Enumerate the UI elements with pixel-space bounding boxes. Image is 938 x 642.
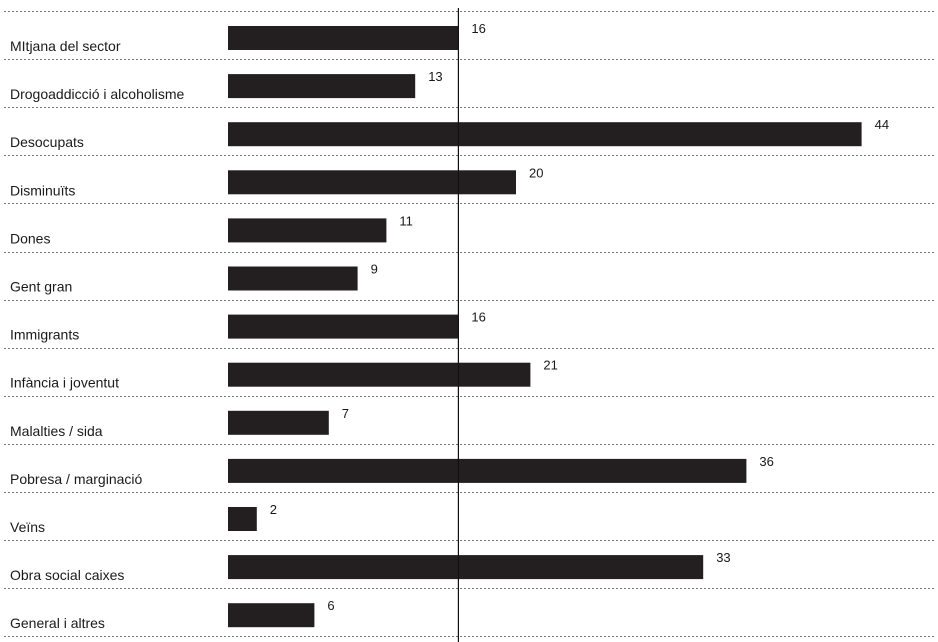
value-label: 20 <box>529 165 543 180</box>
value-label: 44 <box>875 117 889 132</box>
value-label: 11 <box>399 213 413 228</box>
bar <box>228 26 459 50</box>
category-label: Immigrants <box>10 327 79 343</box>
category-label: Infància i joventut <box>10 375 119 391</box>
value-label: 2 <box>270 502 277 517</box>
bar <box>228 314 459 339</box>
value-label: 21 <box>543 358 557 373</box>
bar <box>228 410 329 435</box>
value-label: 6 <box>327 598 334 613</box>
bar <box>228 458 747 483</box>
bar <box>228 507 257 531</box>
category-label: Dones <box>10 230 50 246</box>
value-label: 33 <box>716 550 730 565</box>
category-label: Desocupats <box>10 134 84 150</box>
value-label: 13 <box>428 69 442 84</box>
value-label: 16 <box>471 310 485 325</box>
value-label: 36 <box>759 454 773 469</box>
category-labels: MItjana del sector Drogoaddicció i alcoho… <box>10 38 185 631</box>
row-separators <box>4 11 934 637</box>
category-label: Malalties / sida <box>10 423 103 439</box>
bar <box>228 362 531 387</box>
bar <box>228 218 387 243</box>
bar <box>228 266 358 291</box>
category-label: MItjana del sector <box>10 38 121 54</box>
category-label: Gent gran <box>10 279 72 295</box>
bars <box>228 26 862 628</box>
value-labels: 16 13 44 20 11 9 16 21 7 36 2 33 6 <box>270 21 889 613</box>
bar <box>228 603 315 628</box>
category-label: Pobresa / marginació <box>10 471 143 487</box>
category-label: Obra social caixes <box>10 567 124 583</box>
value-label: 16 <box>471 21 485 36</box>
value-label: 7 <box>342 406 349 421</box>
bar <box>228 555 704 580</box>
bar <box>228 122 862 147</box>
value-label: 9 <box>371 262 378 277</box>
category-label: Drogoaddicció i alcoholisme <box>10 86 185 102</box>
category-label: Disminuïts <box>10 182 75 198</box>
bar <box>228 74 416 99</box>
bar <box>228 170 516 195</box>
category-label: General i altres <box>10 615 105 631</box>
category-label: Veïns <box>10 519 45 535</box>
